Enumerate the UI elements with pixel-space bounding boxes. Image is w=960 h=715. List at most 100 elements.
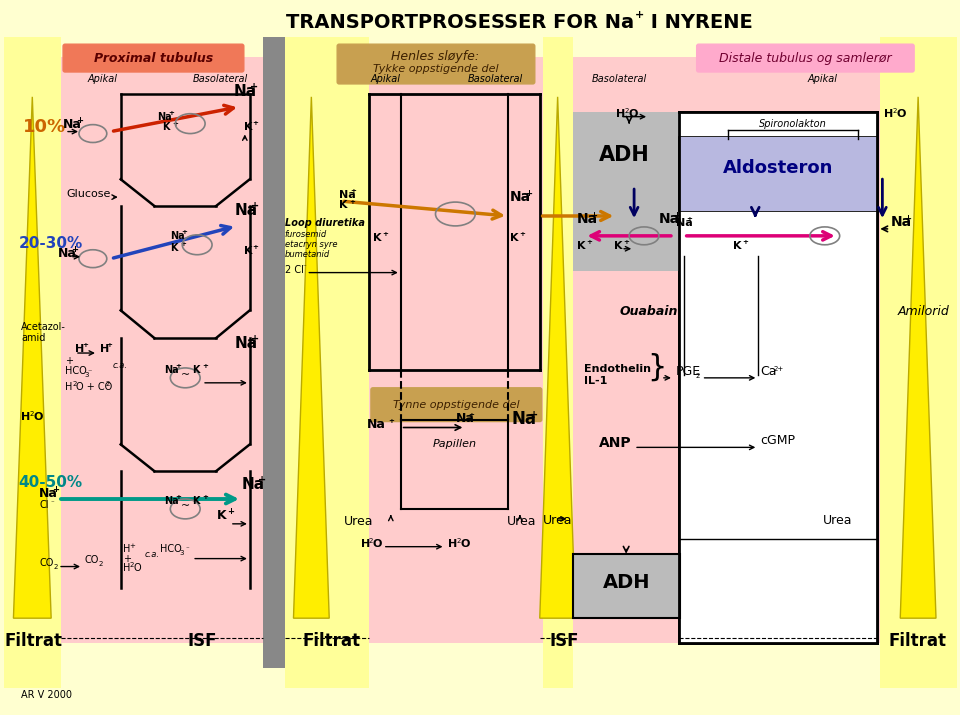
- FancyBboxPatch shape: [337, 44, 535, 84]
- Text: Na: Na: [59, 247, 77, 260]
- Text: +: +: [107, 342, 112, 348]
- Text: ~: ~: [181, 501, 190, 511]
- Text: Na: Na: [510, 190, 531, 204]
- Text: +: +: [251, 334, 259, 344]
- Text: Na: Na: [456, 412, 475, 425]
- Text: +: +: [742, 239, 748, 245]
- Text: ISF: ISF: [187, 632, 217, 650]
- Text: K: K: [372, 233, 381, 243]
- Text: +: +: [525, 189, 532, 198]
- Text: Aldosteron: Aldosteron: [723, 159, 833, 177]
- Text: Urea: Urea: [345, 515, 373, 528]
- Text: Filtrat: Filtrat: [302, 632, 360, 650]
- Text: Na: Na: [235, 336, 258, 351]
- Text: CO: CO: [39, 558, 54, 568]
- Text: ~: ~: [181, 370, 190, 380]
- Text: K: K: [192, 365, 200, 375]
- Text: +: +: [686, 216, 692, 222]
- Text: Urea: Urea: [507, 515, 537, 528]
- Text: 2: 2: [30, 410, 34, 417]
- Bar: [61, 57, 290, 643]
- Text: Amilorid: Amilorid: [898, 305, 949, 318]
- Text: 2 Cl: 2 Cl: [284, 265, 303, 275]
- Text: HCO: HCO: [160, 543, 182, 553]
- Bar: [4, 37, 61, 688]
- Text: Cl: Cl: [39, 500, 49, 510]
- Text: K: K: [510, 233, 518, 243]
- Text: +: +: [382, 231, 388, 237]
- Text: +: +: [673, 211, 680, 220]
- Text: Henles sløyfe:: Henles sløyfe:: [392, 49, 480, 63]
- Text: TRANSPORTPROSESSER FOR Na: TRANSPORTPROSESSER FOR Na: [286, 13, 635, 32]
- Text: }: }: [647, 353, 666, 382]
- Text: ⁻: ⁻: [185, 547, 189, 553]
- Text: 2: 2: [624, 108, 629, 114]
- Text: Tykke oppstigende del: Tykke oppstigende del: [372, 64, 498, 74]
- Text: 2: 2: [53, 563, 58, 570]
- Text: K: K: [339, 200, 348, 210]
- Bar: [679, 112, 877, 643]
- Text: H: H: [616, 109, 626, 119]
- Text: +: +: [388, 418, 394, 423]
- Text: Na: Na: [890, 215, 911, 229]
- Text: +: +: [168, 109, 174, 116]
- Text: ISF: ISF: [550, 632, 579, 650]
- Text: +: +: [252, 244, 258, 250]
- Text: Na: Na: [235, 203, 258, 218]
- Text: H: H: [65, 382, 72, 392]
- Bar: [572, 553, 680, 618]
- Text: O: O: [628, 109, 637, 119]
- Text: HCO: HCO: [65, 366, 86, 376]
- Text: 2: 2: [369, 538, 373, 543]
- Bar: [572, 57, 880, 643]
- Text: Na: Na: [512, 410, 537, 428]
- Text: 40-50%: 40-50%: [18, 475, 83, 490]
- Text: K: K: [244, 246, 252, 256]
- Text: Distale tubulus og samlerør: Distale tubulus og samlerør: [719, 51, 891, 64]
- Text: Filtrat: Filtrat: [888, 632, 947, 650]
- Text: K: K: [614, 241, 623, 251]
- Text: +: +: [52, 485, 60, 494]
- Text: 2: 2: [696, 373, 700, 379]
- Text: Na: Na: [157, 112, 172, 122]
- Text: K: K: [192, 496, 200, 506]
- Text: Glucose: Glucose: [66, 189, 110, 199]
- Text: +: +: [71, 245, 78, 254]
- Text: H: H: [100, 344, 109, 354]
- Text: +: +: [176, 494, 181, 500]
- Text: Na: Na: [339, 190, 356, 200]
- Text: Na: Na: [367, 418, 385, 430]
- Text: 2: 2: [99, 561, 104, 566]
- Text: +: +: [250, 82, 258, 92]
- Bar: [880, 37, 957, 688]
- Text: O: O: [460, 538, 469, 548]
- Text: Na: Na: [170, 231, 185, 241]
- Text: K: K: [244, 122, 252, 132]
- Text: +: +: [130, 543, 135, 548]
- Text: +: +: [82, 342, 87, 348]
- Text: +: +: [176, 363, 181, 369]
- Text: 2: 2: [892, 108, 897, 114]
- Text: O: O: [133, 563, 141, 573]
- Text: +: +: [468, 412, 474, 418]
- Text: 2: 2: [456, 538, 461, 543]
- Polygon shape: [294, 97, 329, 618]
- Text: ⁻: ⁻: [302, 265, 306, 270]
- Text: 2+: 2+: [773, 366, 783, 372]
- Text: Urea: Urea: [543, 514, 572, 527]
- Text: amid: amid: [21, 333, 46, 343]
- Text: Basolateral: Basolateral: [192, 74, 248, 84]
- Text: Endothelin: Endothelin: [585, 364, 652, 374]
- Bar: [679, 137, 877, 211]
- Text: Na: Na: [577, 212, 598, 226]
- Bar: [263, 37, 284, 668]
- Text: +: +: [227, 507, 234, 516]
- Polygon shape: [900, 97, 936, 618]
- Text: O + CO: O + CO: [76, 382, 112, 392]
- Text: Urea: Urea: [823, 514, 852, 527]
- Text: 2: 2: [106, 381, 110, 387]
- Text: 20-30%: 20-30%: [18, 236, 83, 251]
- Text: +: +: [180, 241, 186, 247]
- Text: AR V 2000: AR V 2000: [21, 690, 72, 699]
- Text: Basolateral: Basolateral: [591, 74, 647, 84]
